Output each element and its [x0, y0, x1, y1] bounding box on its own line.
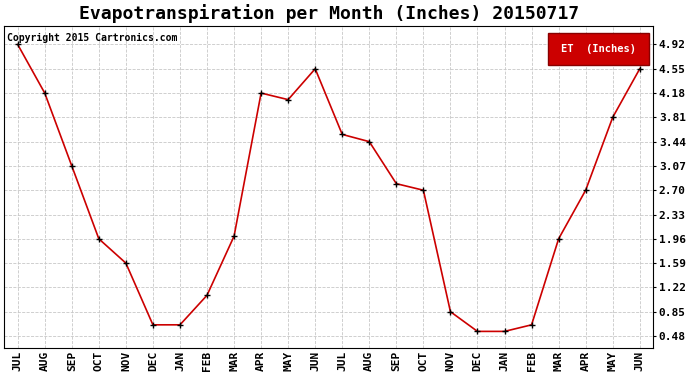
Text: ET  (Inches): ET (Inches)	[561, 44, 636, 54]
FancyBboxPatch shape	[548, 33, 649, 65]
Title: Evapotranspiration per Month (Inches) 20150717: Evapotranspiration per Month (Inches) 20…	[79, 4, 579, 23]
Text: Copyright 2015 Cartronics.com: Copyright 2015 Cartronics.com	[8, 33, 178, 42]
